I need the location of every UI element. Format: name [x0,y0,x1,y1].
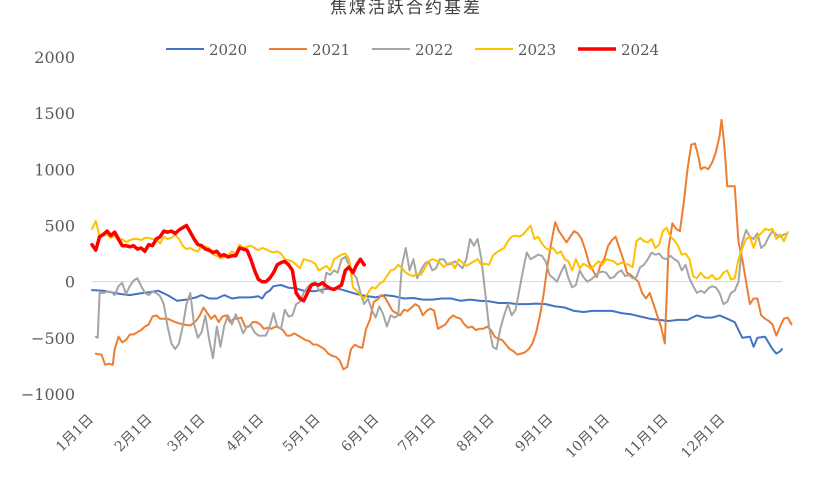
series-line-2023 [91,220,789,300]
x-axis: 1月1日 2月1日 3月1日 4月1日 5月1日 6月1日 7月1日 8月1日 9月1日 10月1… [53,412,728,462]
x-tick-label: 5月1日 [280,412,324,456]
series-line-2021 [94,118,793,371]
series-line-2024 [90,223,366,303]
y-tick-label: −500 [31,329,75,348]
y-tick-label: 500 [44,217,75,236]
legend: 2020 2021 2022 2023 2024 [166,41,659,59]
y-tick-label: 1000 [34,160,75,179]
series-line-2020 [91,284,783,355]
y-tick-label: 2000 [34,48,75,67]
series-line-2022 [94,229,789,360]
x-tick-label: 9月1日 [512,412,556,456]
x-tick-label: 6月1日 [339,412,383,456]
x-tick-label: 2月1日 [112,412,156,456]
y-tick-label: −1000 [21,385,75,404]
chart-title: 焦煤活跃合约基差 [330,0,482,18]
legend-label-2023: 2023 [518,41,556,59]
legend-label-2022: 2022 [415,41,453,59]
series-layer [90,118,793,371]
x-tick-label: 7月1日 [395,412,439,456]
x-tick-label: 3月1日 [165,412,209,456]
x-tick-label: 10月1日 [563,412,613,462]
legend-label-2024: 2024 [621,41,659,59]
y-axis: 2000 1500 1000 500 0 −500 −1000 [21,48,782,404]
x-tick-label: 12月1日 [678,412,728,462]
y-tick-label: 0 [65,273,75,292]
y-tick-label: 1500 [34,104,75,123]
legend-label-2020: 2020 [209,41,247,59]
x-tick-label: 11月1日 [621,412,671,462]
x-tick-label: 8月1日 [454,412,498,456]
x-tick-label: 1月1日 [53,412,97,456]
x-tick-label: 4月1日 [223,412,267,456]
legend-label-2021: 2021 [312,41,350,59]
